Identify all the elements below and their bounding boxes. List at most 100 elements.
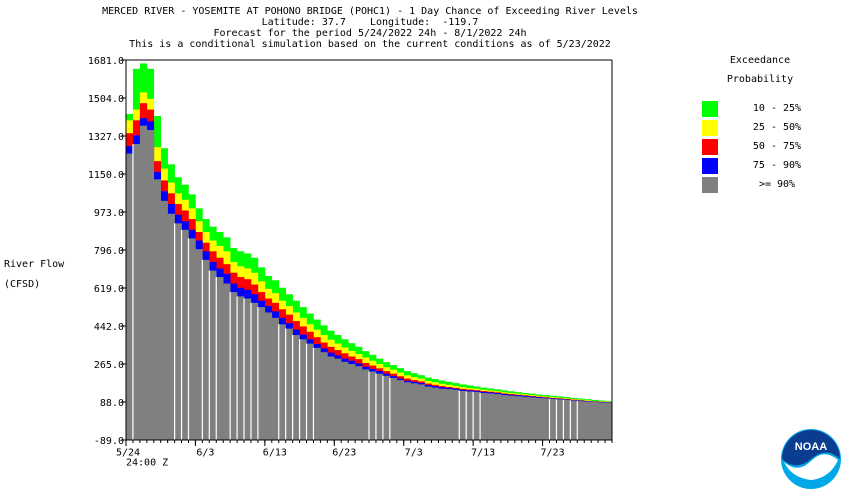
- noaa-logo-icon: NOAA: [781, 429, 841, 489]
- bar--90--10: [195, 249, 203, 440]
- bar--90--65: [577, 401, 585, 440]
- legend-swatch: [702, 101, 718, 117]
- bar--90--30: [334, 358, 342, 440]
- bar--90--49: [466, 391, 474, 440]
- legend-label: 75 - 90%: [752, 160, 802, 171]
- bar--90--55: [507, 395, 516, 440]
- bar--90--7: [174, 223, 182, 440]
- y-tick-label-10: -89.0: [94, 436, 124, 447]
- x-tick-label-1: 6/3: [196, 447, 214, 458]
- bar--90--17: [244, 298, 252, 440]
- bar--90--15: [230, 292, 238, 440]
- y-tick-label-9: 88.0: [100, 398, 124, 409]
- bar--90--50: [473, 391, 481, 440]
- legend-label: >= 90%: [758, 179, 796, 190]
- bar--90--8: [181, 229, 189, 440]
- bar--90--59: [535, 397, 543, 440]
- legend-item-90-plus: >= 90%: [702, 177, 842, 193]
- bar--90--57: [521, 396, 529, 440]
- bar--90--43: [424, 386, 432, 440]
- y-axis-label: River Flow: [4, 259, 65, 270]
- bar--90--51: [480, 392, 488, 440]
- x-tick-label-4: 7/3: [405, 447, 423, 458]
- bar--90--13: [216, 277, 224, 440]
- legend-subtitle: Probability: [726, 74, 794, 85]
- bar--90--4: [153, 179, 162, 440]
- bar--90--67: [591, 402, 599, 440]
- bar--90--48: [459, 390, 467, 440]
- legend-title: Exceedance: [729, 55, 791, 66]
- y-tick-label-8: 265.0: [94, 360, 124, 371]
- y-tick-label-4: 973.0: [94, 208, 124, 219]
- chart-forecast-period: Forecast for the period 5/24/2022 24h - …: [213, 28, 527, 39]
- bar--90--38: [389, 377, 398, 440]
- bar--90--21: [271, 317, 280, 440]
- x-axis-sub-label: 24:00 Z: [126, 457, 168, 468]
- bar--90--61: [549, 398, 557, 440]
- legend-label: 25 - 50%: [752, 122, 802, 133]
- bar--90--54: [500, 395, 509, 440]
- bar--90--27: [313, 347, 321, 440]
- bar--90--69: [605, 402, 613, 440]
- bar--90--19: [257, 307, 266, 440]
- bar--90--41: [410, 383, 418, 440]
- bar--90--22: [278, 324, 286, 440]
- bar--90--23: [285, 328, 293, 440]
- bar--90--11: [202, 259, 210, 440]
- bar--90--40: [403, 382, 411, 440]
- bar--90--56: [514, 396, 523, 440]
- chart-title: MERCED RIVER - YOSEMITE AT POHONO BRIDGE…: [102, 6, 638, 17]
- bar--90--18: [250, 302, 259, 440]
- bar--90--63: [563, 399, 571, 440]
- bar--90--42: [417, 384, 425, 440]
- bar--90--3: [146, 129, 155, 440]
- x-tick-label-5: 7/13: [471, 447, 495, 458]
- legend-item-75-90: 75 - 90%: [702, 158, 842, 174]
- bar--90--44: [431, 387, 439, 440]
- bar--90--45: [438, 388, 446, 440]
- legend-label: 50 - 75%: [752, 141, 802, 152]
- bar--90--52: [487, 393, 495, 440]
- bar--90--6: [167, 213, 175, 440]
- y-tick-label-3: 1150.0: [88, 170, 124, 181]
- bar--90--2: [139, 125, 148, 440]
- bar--90--62: [556, 399, 564, 440]
- y-tick-label-6: 619.0: [94, 284, 124, 295]
- x-tick-label-2: 6/13: [263, 447, 287, 458]
- bar--90--26: [306, 343, 314, 440]
- bar--90--33: [355, 366, 363, 440]
- bar--90--28: [320, 352, 328, 440]
- bar--90--32: [348, 364, 356, 440]
- bar--90--66: [584, 401, 592, 440]
- chart-subtitle: This is a conditional simulation based o…: [129, 39, 611, 50]
- legend-label: 10 - 25%: [752, 103, 802, 114]
- x-tick-label-3: 6/23: [332, 447, 356, 458]
- legend-swatch: [702, 120, 718, 136]
- bar--90--29: [327, 356, 335, 440]
- y-tick-label-1: 1504.0: [88, 94, 124, 105]
- bar--90--37: [382, 375, 391, 440]
- bar--90--53: [493, 394, 502, 440]
- bar--90--35: [369, 371, 377, 440]
- bar--90--16: [237, 296, 245, 440]
- bar--90--1: [132, 143, 141, 441]
- y-tick-label-7: 442.0: [94, 322, 124, 333]
- bar--90--58: [528, 397, 536, 440]
- legend-swatch: [702, 158, 718, 174]
- y-tick-label-5: 796.0: [94, 246, 124, 257]
- bar--90--14: [223, 283, 231, 440]
- bar--90--12: [209, 270, 217, 440]
- bar--90--20: [264, 312, 273, 440]
- bar--90--39: [396, 380, 405, 440]
- bar--90--24: [292, 335, 300, 440]
- bar--90--31: [341, 361, 349, 440]
- legend-item-50-75: 50 - 75%: [702, 139, 842, 155]
- y-axis-units: (CFSD): [4, 279, 41, 290]
- chart-title-block: MERCED RIVER - YOSEMITE AT POHONO BRIDGE…: [0, 6, 740, 50]
- legend-item-25-50: 25 - 50%: [702, 120, 842, 136]
- bar--90--25: [299, 339, 307, 440]
- noaa-logo-text: NOAA: [795, 441, 827, 453]
- bar--90--0: [126, 153, 134, 440]
- x-tick-label-0: 5/24: [116, 447, 140, 458]
